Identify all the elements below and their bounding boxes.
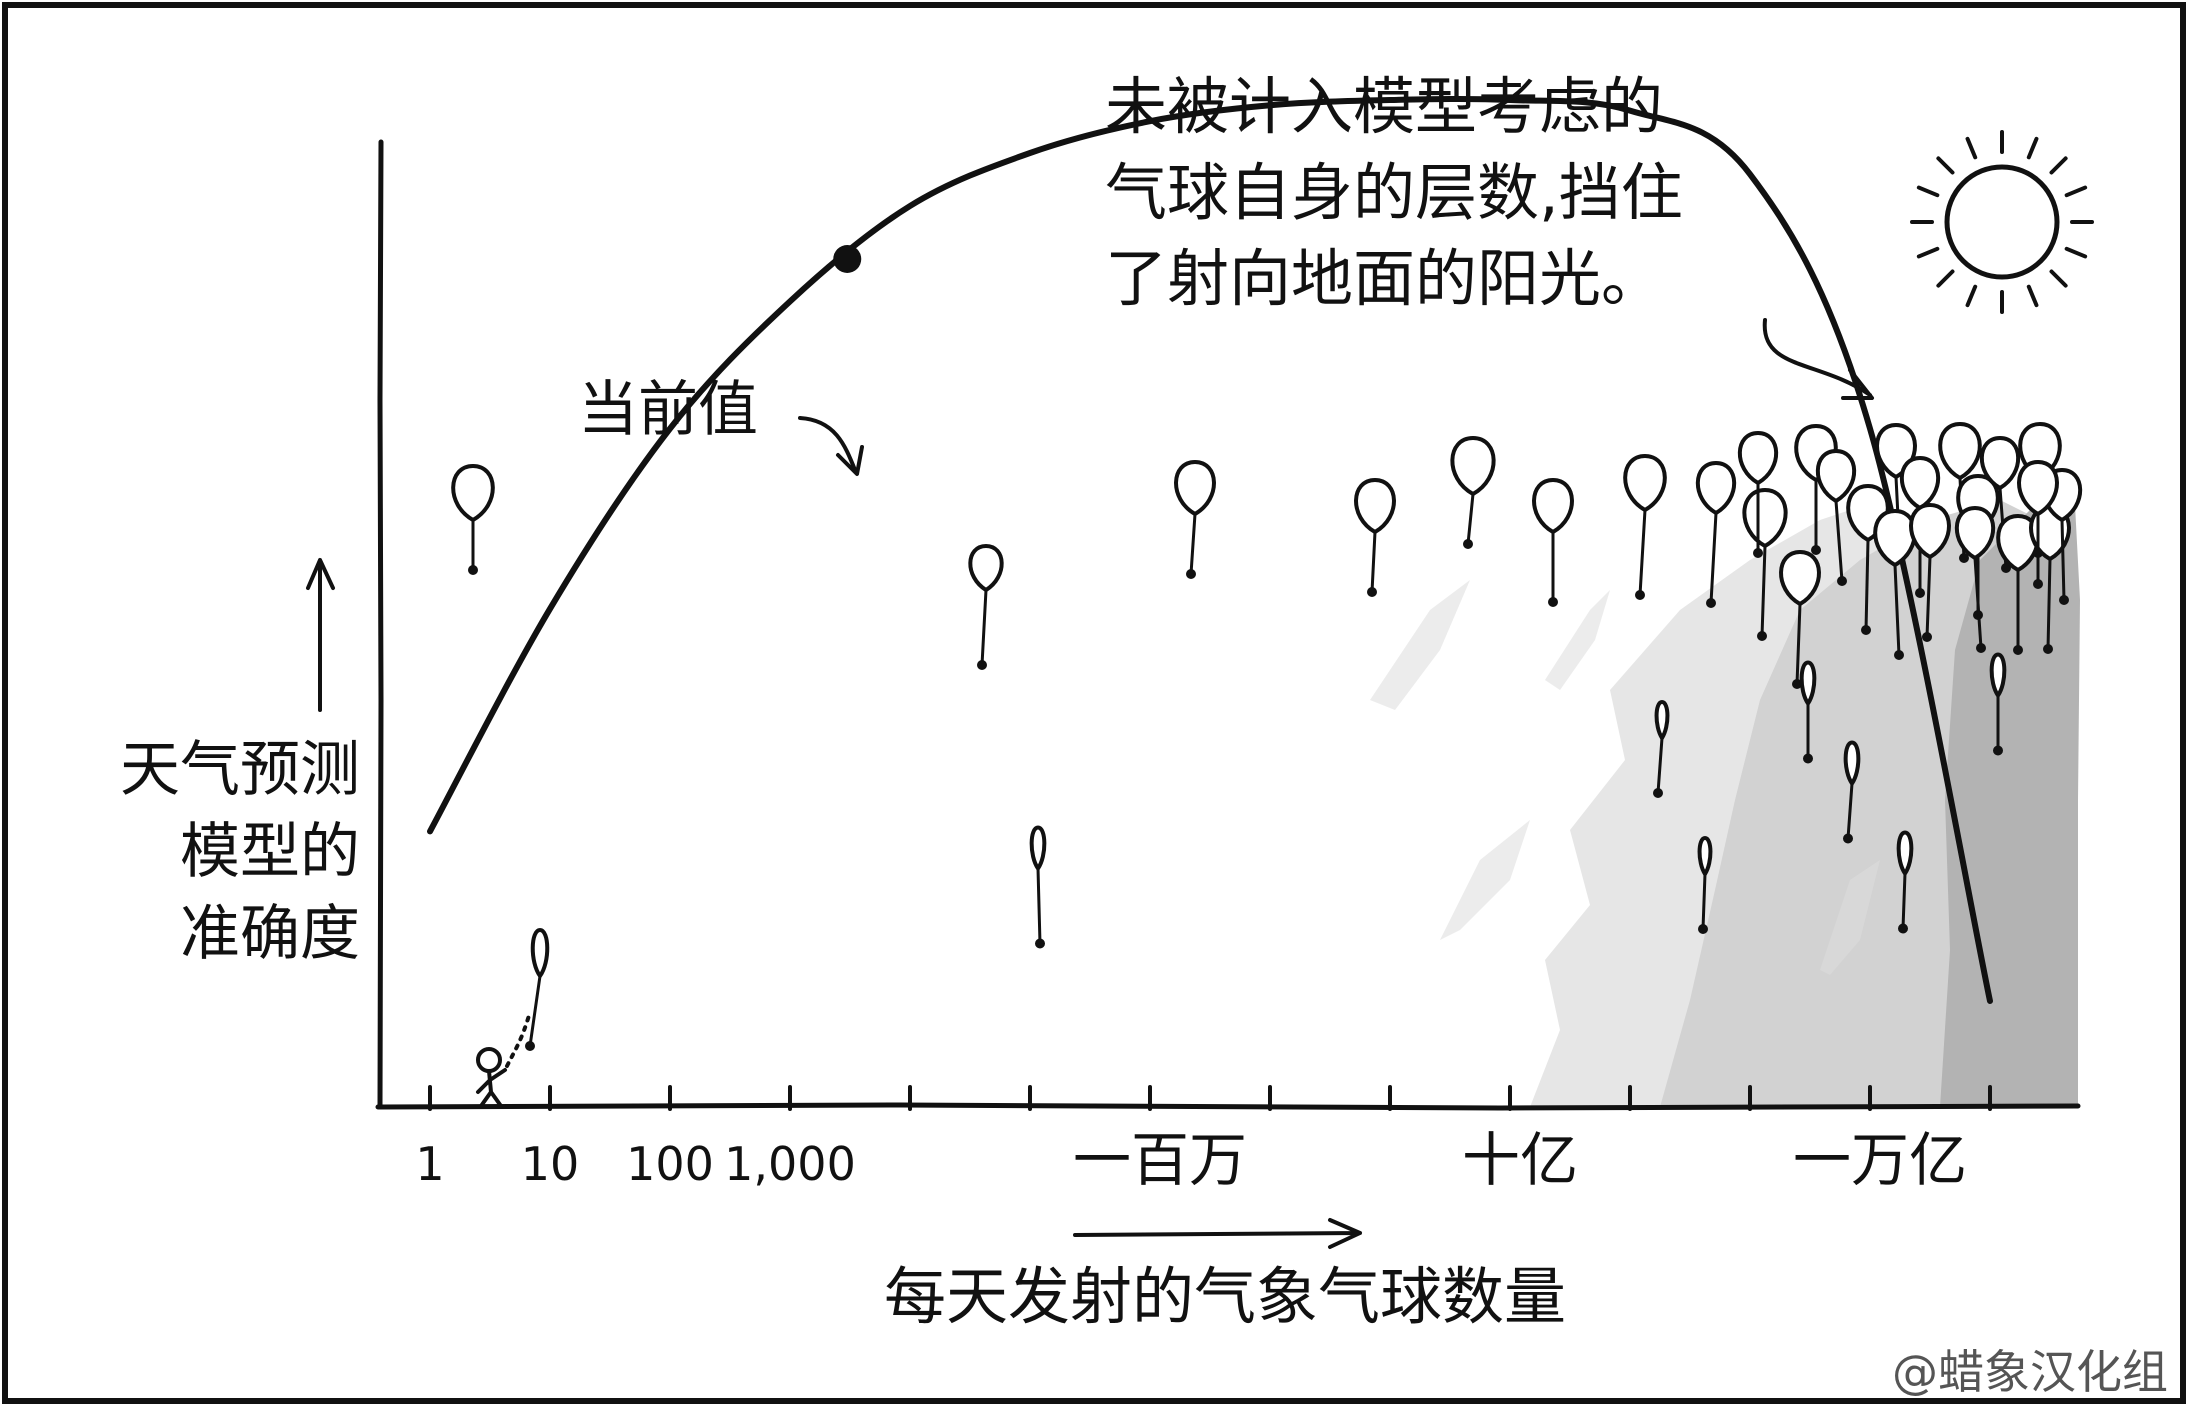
y-label-line-3: 准确度 <box>180 899 360 969</box>
balloon-icon <box>1996 514 2040 655</box>
current-value-arrow <box>798 416 864 476</box>
balloon-note-line-3: 了射向地面的阳光。 <box>1105 242 1663 315</box>
x-tick-label: 100 <box>626 1137 714 1191</box>
balloon-icon <box>525 928 550 1051</box>
x-axis-tick-labels: 1 10 100 1,000 一百万 十亿 一万亿 <box>415 1126 1967 1194</box>
balloon-icon <box>1450 436 1496 549</box>
x-axis-ticks <box>428 1085 1992 1111</box>
balloon-icon <box>1653 700 1670 798</box>
x-axis-arrow <box>1073 1218 1362 1249</box>
y-axis-arrow <box>306 558 335 712</box>
balloon-note-annotation: 未被计入模型考虑的 气球自身的层数,挡住 了射向地面的阳光。 <box>1105 70 1874 400</box>
stick-figure-icon <box>476 1010 532 1108</box>
balloon-icon <box>1954 506 1996 653</box>
sun-icon <box>1910 130 2094 314</box>
balloons <box>451 422 2083 1051</box>
balloon-icon <box>1873 509 1917 660</box>
shade-streak-1 <box>1370 580 1470 710</box>
balloon-icon <box>1979 436 2021 573</box>
balloon-icon <box>1029 825 1047 949</box>
y-label-line-2: 模型的 <box>180 817 360 887</box>
balloon-icon <box>1779 550 1821 689</box>
balloon-icon <box>1697 836 1713 934</box>
x-tick-label: 1,000 <box>724 1137 856 1191</box>
shade-mid-streak <box>1820 860 1880 975</box>
current-value-point <box>833 245 862 273</box>
balloon-icon <box>1532 478 1574 607</box>
x-tick-label: 1 <box>415 1137 444 1191</box>
balloon-icon <box>1896 830 1914 934</box>
y-label-line-1: 天气预测 <box>120 735 360 805</box>
y-axis-line <box>377 139 384 1110</box>
balloon-icon <box>1989 652 2007 756</box>
current-value-annotation: 当前值 <box>578 245 864 476</box>
x-tick-label: 10 <box>521 1137 580 1191</box>
y-axis-label: 天气预测 模型的 准确度 <box>120 558 360 969</box>
x-axis-label: 每天发射的气象气球数量 <box>884 1218 1566 1333</box>
axes: 1 10 100 1,000 一百万 十亿 一万亿 <box>375 139 2081 1194</box>
balloon-icon <box>1799 660 1817 764</box>
balloon-icon <box>1909 503 1951 642</box>
shade-streak-2 <box>1440 820 1530 940</box>
current-value-label: 当前值 <box>578 375 758 445</box>
balloon-icon <box>1737 431 1779 558</box>
x-tick-label: 一万亿 <box>1793 1126 1967 1194</box>
balloon-note-arrow <box>1762 318 1874 400</box>
balloon-icon <box>1815 449 1857 586</box>
shade-dark <box>1940 505 2080 1107</box>
balloon-icon <box>1623 454 1667 600</box>
balloon-icon <box>451 464 495 575</box>
x-axis-line <box>375 1102 2081 1111</box>
balloon-icon <box>1843 740 1861 844</box>
balloon-icon <box>1174 460 1216 579</box>
x-tick-label: 十亿 <box>1462 1126 1578 1194</box>
x-label: 每天发射的气象气球数量 <box>884 1260 1566 1333</box>
balloon-icon <box>1354 478 1396 597</box>
balloon-icon <box>1742 488 1788 641</box>
balloon-icon <box>2017 460 2059 589</box>
balloon-icon <box>1695 461 1737 608</box>
credit-text: @蜡象汉化组 <box>1892 1345 2168 1399</box>
balloon-note-line-2: 气球自身的层数,挡住 <box>1105 156 1683 229</box>
series-line-accuracy <box>427 95 1993 1004</box>
shade-streak-3 <box>1545 590 1610 690</box>
x-tick-label: 一百万 <box>1073 1126 1247 1194</box>
balloon-icon <box>968 544 1004 670</box>
balloon-note-line-1: 未被计入模型考虑的 <box>1105 70 1663 143</box>
